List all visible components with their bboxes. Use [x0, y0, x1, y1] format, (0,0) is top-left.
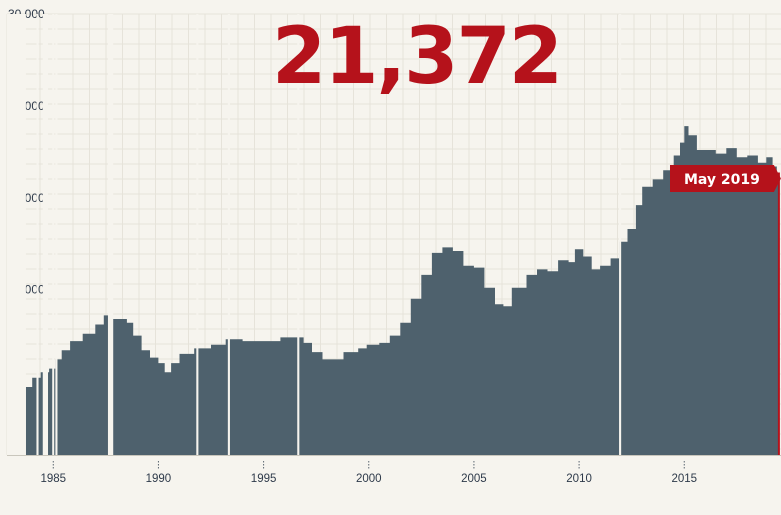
series-gap: [36, 14, 39, 455]
x-axis-baseline: [7, 455, 781, 456]
latest-marker: May 2019: [670, 165, 781, 455]
data-gaps: [7, 14, 622, 455]
x-tick-label: 1990: [146, 473, 172, 485]
series-gap: [52, 14, 55, 455]
x-axis: 1985 1990 1995 2000 2005 2010 2015: [40, 461, 697, 485]
series-gap: [42, 14, 49, 455]
series-gap: [7, 14, 26, 455]
latest-date-tag: [670, 165, 781, 192]
latest-date-label: May 2019: [684, 172, 760, 188]
x-tick-label: 2015: [671, 473, 697, 485]
x-tick-label: 2000: [356, 473, 382, 485]
series-gap: [196, 14, 199, 455]
series-gap: [107, 14, 114, 455]
x-tick-label: 1995: [251, 473, 277, 485]
headline-value: 21,372: [272, 12, 563, 102]
x-tick-label: 1985: [40, 473, 66, 485]
series-gap: [297, 14, 300, 455]
series-gap: [227, 14, 230, 455]
series-gap: [619, 14, 622, 455]
x-tick-label: 2010: [566, 473, 592, 485]
series-area: [25, 126, 779, 455]
series-gap: [55, 14, 58, 455]
latest-line: [777, 172, 780, 455]
x-tick-label: 2005: [461, 473, 487, 485]
